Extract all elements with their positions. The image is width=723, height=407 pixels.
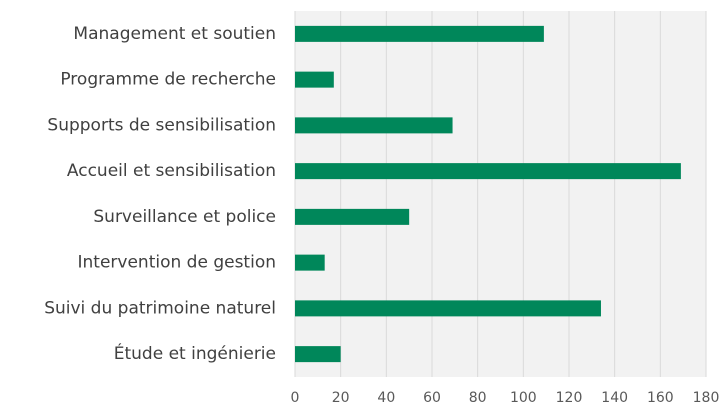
bar xyxy=(295,117,453,134)
bar xyxy=(295,254,325,271)
plot-area xyxy=(295,11,706,377)
y-tick-label: Management et soutien xyxy=(73,24,276,44)
x-tick-label: 80 xyxy=(469,390,487,406)
x-tick-label: 180 xyxy=(693,390,720,406)
y-tick-label: Accueil et sensibilisation xyxy=(67,161,276,181)
bar xyxy=(295,300,601,317)
bar xyxy=(295,208,410,225)
x-tick-label: 120 xyxy=(556,390,583,406)
y-tick-label: Intervention de gestion xyxy=(78,253,277,273)
x-tick-label: 0 xyxy=(291,390,300,406)
bar xyxy=(295,25,544,42)
y-tick-label: Supports de sensibilisation xyxy=(47,115,276,135)
y-tick-label: Suivi du patrimoine naturel xyxy=(44,298,276,318)
y-tick-label: Surveillance et police xyxy=(93,207,276,227)
y-tick-label: Programme de recherche xyxy=(60,70,276,90)
bar xyxy=(295,163,681,180)
x-tick-label: 140 xyxy=(601,390,628,406)
x-tick-label: 100 xyxy=(510,390,537,406)
y-tick-label: Étude et ingénierie xyxy=(114,342,276,364)
bar xyxy=(295,346,341,363)
bar xyxy=(295,71,334,88)
x-tick-label: 20 xyxy=(332,390,350,406)
x-tick-label: 60 xyxy=(423,390,441,406)
x-tick-label: 40 xyxy=(377,390,395,406)
x-tick-label: 160 xyxy=(647,390,674,406)
